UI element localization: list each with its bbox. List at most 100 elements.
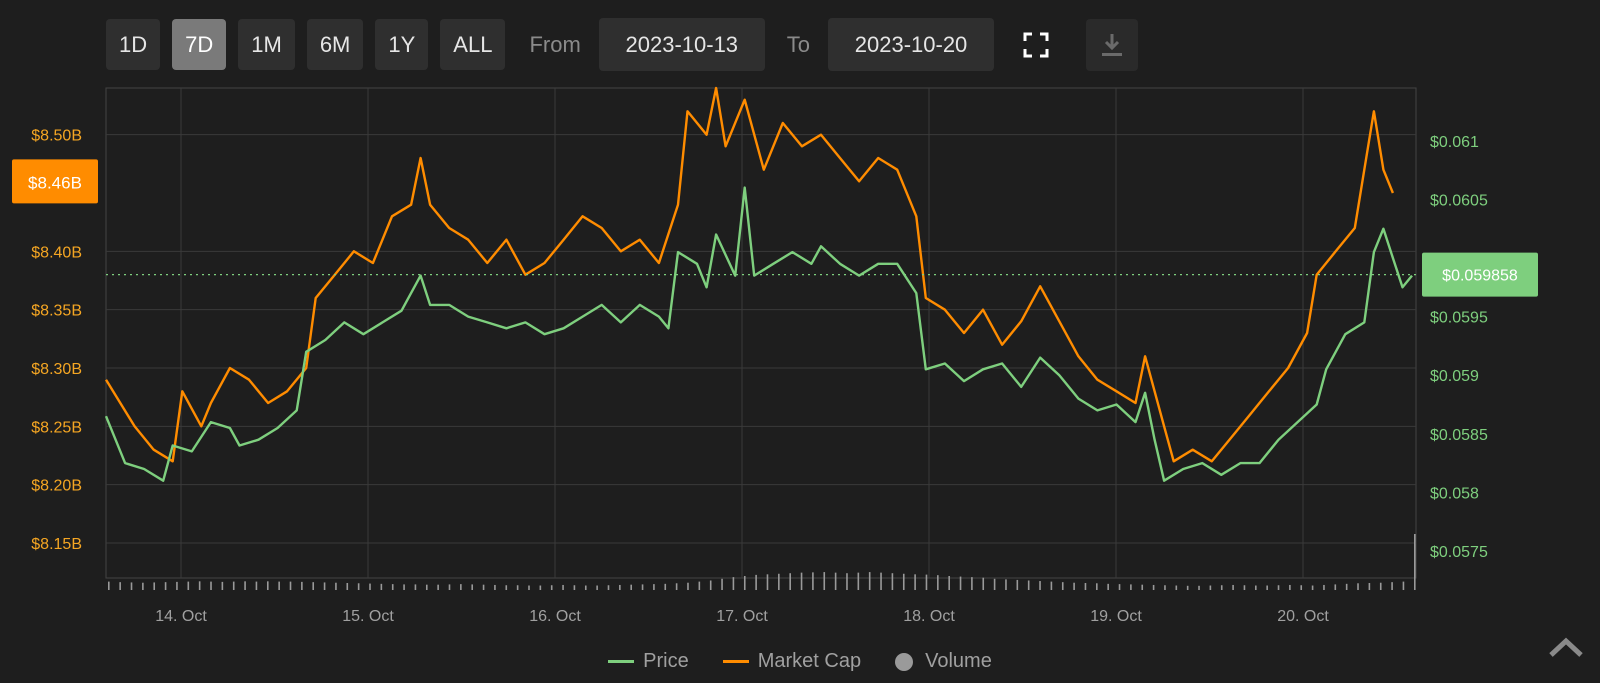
to-date-input[interactable]: [828, 18, 995, 71]
volume-bar: [1266, 585, 1268, 590]
market-cap-line: [104, 86, 1395, 463]
volume-bar: [1027, 580, 1030, 590]
volume-bar: [1357, 583, 1359, 590]
volume-bar: [732, 577, 735, 590]
volume-bar: [550, 585, 553, 590]
range-button-1d[interactable]: 1D: [106, 19, 161, 70]
volume-bar: [119, 582, 121, 590]
volume-bar: [505, 585, 508, 590]
volume-bar: [959, 576, 962, 590]
volume-bar: [698, 581, 701, 590]
volume-bar: [664, 583, 667, 590]
legend-item-market-cap[interactable]: Market Cap: [722, 650, 862, 673]
volume-bar: [323, 582, 326, 590]
legend-item-price[interactable]: Price: [608, 650, 689, 673]
volume-bar: [596, 585, 598, 590]
volume-bar: [857, 572, 860, 590]
x-tick-label: 14. Oct: [155, 608, 207, 625]
volume-bar: [868, 572, 871, 590]
volume-bar: [982, 577, 985, 590]
plot-area-border: [105, 87, 1417, 579]
volume-bar: [948, 576, 950, 590]
volume-bar: [187, 581, 190, 590]
volume-bar: [743, 576, 746, 590]
volume-bar: [937, 575, 939, 590]
volume-bar: [471, 584, 474, 590]
right-tick-label: $0.061: [1430, 134, 1479, 151]
volume-bar: [232, 581, 235, 590]
range-button-6m[interactable]: 6M: [306, 19, 364, 70]
download-icon: [1102, 33, 1123, 56]
volume-bar: [482, 584, 485, 590]
current-price-badge: [1422, 252, 1538, 297]
volume-bar: [1005, 579, 1007, 590]
left-tick-label: $8.35B: [31, 303, 82, 320]
right-tick-label: $0.0595: [1430, 310, 1488, 327]
left-tick-label: $8.40B: [31, 244, 82, 261]
volume-bar: [289, 581, 292, 590]
series-lines: [104, 86, 1416, 482]
volume-bar: [1277, 585, 1280, 590]
volume-bar: [266, 581, 269, 590]
volume-bar: [1198, 585, 1200, 590]
x-tick-label: 20. Oct: [1277, 608, 1329, 625]
chart-axes: $8.15B $8.20B $8.25B $8.30B $8.35B $8.40B $8.5…: [12, 128, 1538, 625]
chevron-up-icon: [1549, 637, 1583, 657]
legend-label-price: Price: [643, 650, 689, 672]
volume-bar: [301, 581, 303, 590]
range-button-all[interactable]: ALL: [440, 19, 506, 70]
volume-bar: [494, 584, 496, 590]
x-tick-label: 16. Oct: [529, 608, 581, 625]
volume-bar: [641, 584, 644, 590]
volume-bar: [1073, 582, 1075, 590]
volume-bar: [1164, 585, 1166, 590]
volume-bar: [210, 581, 212, 590]
market-cap-legend-line: [722, 660, 749, 663]
volume-bar: [1016, 579, 1019, 590]
range-button-1m[interactable]: 1M: [238, 19, 295, 70]
download-button[interactable]: [1086, 18, 1139, 71]
volume-bar: [1141, 584, 1144, 590]
volume-bar: [1220, 585, 1223, 590]
volume-bar: [278, 581, 280, 590]
volume-bar: [607, 585, 610, 590]
volume-bar: [516, 585, 519, 590]
legend-label-market-cap: Market Cap: [757, 650, 862, 672]
volume-bar: [993, 578, 996, 590]
volume-bar: [812, 572, 814, 590]
legend-item-volume[interactable]: Volume: [895, 650, 992, 673]
left-tick-label: $8.20B: [31, 478, 82, 495]
chart-legend: Price Market Cap Volume: [0, 650, 1600, 673]
left-tick-label: $8.30B: [31, 361, 82, 378]
x-tick-label: 19. Oct: [1090, 608, 1142, 625]
left-tick-label: $8.25B: [31, 419, 82, 436]
volume-bar: [823, 572, 826, 590]
volume-bar: [721, 578, 723, 590]
volume-bar: [891, 573, 894, 590]
volume-bar: [573, 585, 576, 590]
chart-grid: [105, 87, 1417, 579]
volume-bar: [755, 574, 757, 590]
volume-bar: [198, 581, 201, 590]
volume-bar: [1379, 582, 1382, 590]
volume-bar: [584, 585, 587, 590]
range-button-1y[interactable]: 1Y: [375, 19, 429, 70]
left-tick-label: $8.50B: [31, 128, 82, 145]
market-cap-highlight-badge: [12, 159, 98, 204]
volume-bar: [619, 584, 621, 590]
volume-bar: [1152, 584, 1155, 590]
scroll-top-button[interactable]: [1548, 636, 1584, 658]
volume-bar: [800, 572, 803, 590]
volume-bar: [880, 572, 882, 590]
volume-bar: [346, 583, 349, 590]
volume-bar: [675, 583, 678, 590]
range-button-7d[interactable]: 7D: [172, 19, 227, 70]
fullscreen-button[interactable]: [1010, 19, 1062, 71]
volume-bar: [130, 582, 133, 590]
current-price-label: $0.059858: [1442, 268, 1518, 285]
volume-bar: [437, 584, 439, 590]
legend-label-volume: Volume: [925, 650, 992, 672]
from-date-input[interactable]: [598, 18, 765, 71]
volume-bar: [1323, 584, 1325, 590]
